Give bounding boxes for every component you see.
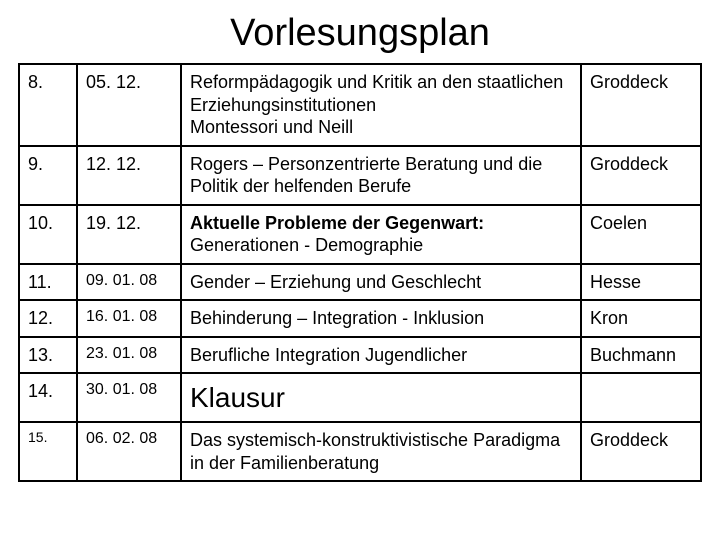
page-title: Vorlesungsplan — [18, 12, 702, 55]
row-presenter — [581, 373, 701, 422]
row-date: 06. 02. 08 — [77, 422, 181, 481]
row-number: 15. — [19, 422, 77, 481]
row-topic: Rogers – Personzentrierte Beratung und d… — [181, 146, 581, 205]
row-date: 09. 01. 08 — [77, 264, 181, 301]
row-presenter: Coelen — [581, 205, 701, 264]
row-topic: Aktuelle Probleme der Gegenwart:Generati… — [181, 205, 581, 264]
row-presenter: Groddeck — [581, 146, 701, 205]
row-date: 19. 12. — [77, 205, 181, 264]
row-number: 14. — [19, 373, 77, 422]
topic-line: Rogers – Personzentrierte Beratung und d… — [190, 153, 572, 198]
row-presenter: Kron — [581, 300, 701, 337]
table-row: 14.30. 01. 08 Klausur — [19, 373, 701, 422]
topic-line: Berufliche Integration Jugendlicher — [190, 344, 572, 367]
table-row: 12.16. 01. 08 Behinderung – Integration -… — [19, 300, 701, 337]
row-number: 11. — [19, 264, 77, 301]
row-topic: Gender – Erziehung und Geschlecht — [181, 264, 581, 301]
row-topic: Berufliche Integration Jugendlicher — [181, 337, 581, 374]
row-presenter: Groddeck — [581, 422, 701, 481]
topic-line: Aktuelle Probleme der Gegenwart: — [190, 212, 572, 235]
row-number: 8. — [19, 64, 77, 146]
slide-container: Vorlesungsplan 8.05. 12.Reformpädagogik … — [0, 0, 720, 540]
topic-line: Reformpädagogik und Kritik an den staatl… — [190, 71, 572, 116]
topic-line: Gender – Erziehung und Geschlecht — [190, 271, 572, 294]
row-topic: Das systemisch-konstruktivistische Parad… — [181, 422, 581, 481]
row-number: 12. — [19, 300, 77, 337]
row-number: 10. — [19, 205, 77, 264]
table-row: 10.19. 12.Aktuelle Probleme der Gegenwar… — [19, 205, 701, 264]
row-presenter: Hesse — [581, 264, 701, 301]
row-topic: Reformpädagogik und Kritik an den staatl… — [181, 64, 581, 146]
topic-line: Generationen - Demographie — [190, 234, 572, 257]
table-row: 8.05. 12.Reformpädagogik und Kritik an d… — [19, 64, 701, 146]
row-date: 23. 01. 08 — [77, 337, 181, 374]
row-number: 13. — [19, 337, 77, 374]
schedule-table: 8.05. 12.Reformpädagogik und Kritik an d… — [18, 63, 702, 482]
row-date: 12. 12. — [77, 146, 181, 205]
row-date: 16. 01. 08 — [77, 300, 181, 337]
row-date: 30. 01. 08 — [77, 373, 181, 422]
row-number: 9. — [19, 146, 77, 205]
row-topic: Klausur — [181, 373, 581, 422]
row-presenter: Buchmann — [581, 337, 701, 374]
topic-line: Behinderung – Integration - Inklusion — [190, 307, 572, 330]
topic-line: Klausur — [190, 380, 572, 415]
table-row: 15.06. 02. 08Das systemisch-konstruktivi… — [19, 422, 701, 481]
topic-line: Montessori und Neill — [190, 116, 572, 139]
table-row: 13.23. 01. 08 Berufliche Integration Juge… — [19, 337, 701, 374]
topic-line: Das systemisch-konstruktivistische Parad… — [190, 429, 572, 474]
row-date: 05. 12. — [77, 64, 181, 146]
table-row: 11.09. 01. 08 Gender – Erziehung und Gesc… — [19, 264, 701, 301]
row-topic: Behinderung – Integration - Inklusion — [181, 300, 581, 337]
row-presenter: Groddeck — [581, 64, 701, 146]
table-row: 9.12. 12.Rogers – Personzentrierte Berat… — [19, 146, 701, 205]
